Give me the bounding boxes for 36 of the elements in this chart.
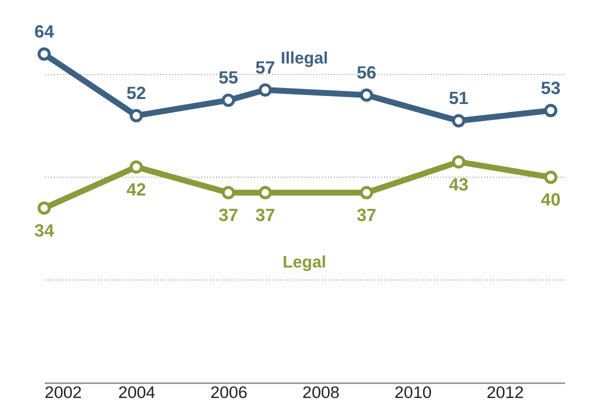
point [222,186,236,200]
point [130,109,143,122]
point [360,88,374,102]
point [452,155,466,168]
data-label: 40 [540,190,561,210]
data-label: 55 [218,68,238,88]
data-label: 57 [255,57,276,78]
data-label: 37 [356,205,377,226]
text: Legal [282,252,326,272]
x-tick-label: 2002 [44,382,82,402]
data-label: 64 [34,21,54,42]
point [544,104,558,118]
point [452,114,466,128]
x-tick-label: 2006 [210,382,248,402]
point [360,186,374,200]
data-label: 34 [34,220,54,241]
series-label: Illegal [280,48,328,68]
data-label: 37 [218,205,238,226]
x-tick-label: 2010 [394,382,432,402]
x-tick-label: 2012 [486,382,524,402]
data-label: 37 [255,205,276,226]
data-label: 42 [126,179,146,200]
data-label: 56 [356,62,377,82]
point [38,47,51,61]
point [222,94,236,107]
x-tick-label: 2008 [302,382,340,402]
data-label: 53 [540,78,561,98]
point [544,170,558,184]
point [38,201,51,215]
x-tick-label: 2004 [118,382,156,402]
point [258,83,272,97]
point [258,186,272,200]
data-label: 52 [126,82,146,103]
data-label: 43 [448,174,469,194]
data-label: 51 [448,88,469,108]
point [130,160,143,174]
